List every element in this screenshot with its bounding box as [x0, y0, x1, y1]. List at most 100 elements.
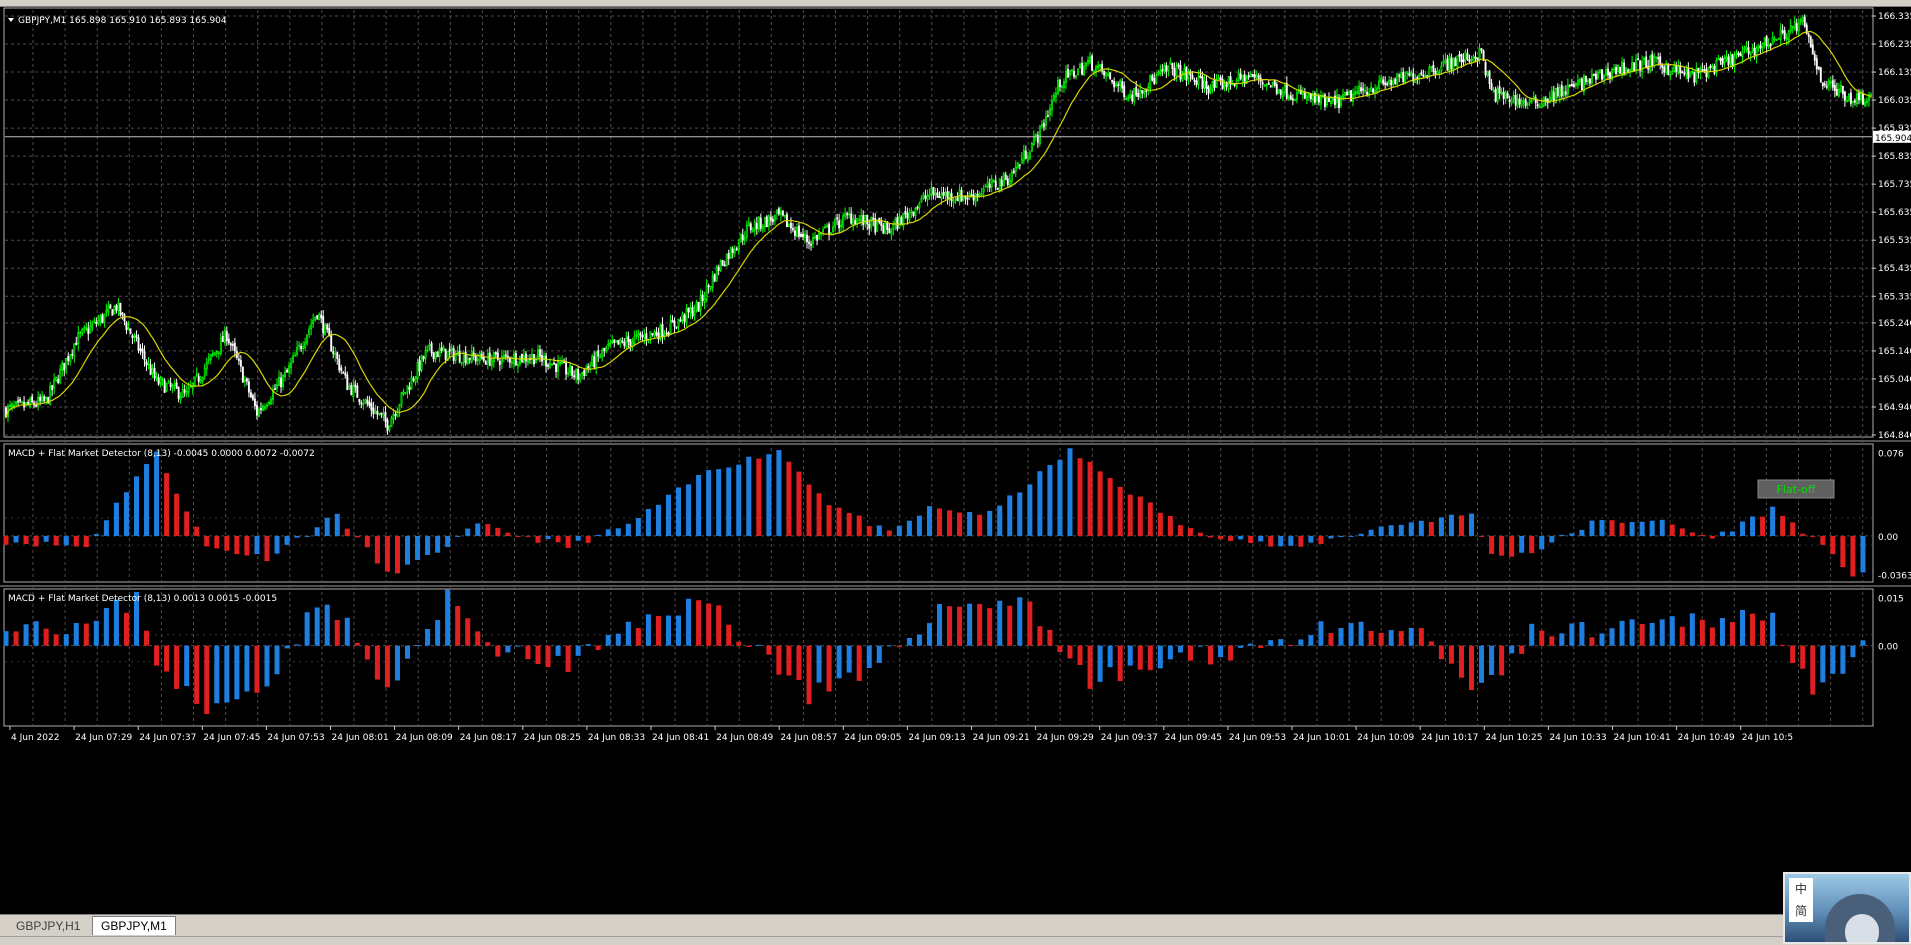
candle-body — [1404, 75, 1407, 84]
candle-body — [723, 264, 726, 267]
macd-histogram-bar — [234, 535, 240, 555]
candle-body — [1390, 79, 1393, 86]
macd-histogram-bar — [1218, 535, 1224, 540]
chart-window[interactable]: 166.335 166.235 166.135 166.035 165.935 165.8… — [0, 6, 1911, 914]
candle-body — [1689, 71, 1692, 78]
macd-histogram-bar — [1117, 486, 1123, 536]
candle-body — [575, 369, 578, 379]
macd-histogram-bar — [394, 645, 400, 681]
flat-off-button-label[interactable]: Flat-off — [1777, 483, 1816, 496]
time-axis-label: 24 Jun 08:33 — [588, 733, 645, 743]
candle-body — [1727, 56, 1730, 66]
candle-body — [1083, 66, 1085, 76]
candle-body — [912, 211, 915, 216]
candle-body — [470, 350, 473, 363]
candle-body — [775, 210, 778, 214]
candle-body — [1291, 98, 1294, 101]
candle-body — [221, 336, 224, 343]
candle-body — [1406, 71, 1409, 75]
macd-histogram-bar — [344, 617, 350, 646]
candle-body — [1715, 60, 1718, 72]
candle-body — [1334, 95, 1336, 106]
macd-histogram-bar — [1037, 471, 1043, 536]
candle-body — [1366, 91, 1369, 96]
macd-histogram-bar — [103, 520, 109, 536]
candle-body — [691, 306, 694, 317]
candle-body — [416, 362, 419, 379]
macd-histogram-bar — [826, 505, 832, 536]
candle-body — [1490, 83, 1493, 91]
candle-body — [123, 314, 126, 322]
candle-body — [1761, 43, 1764, 48]
candle-body — [225, 331, 228, 342]
macd-histogram-bar — [886, 530, 892, 536]
macd-histogram-bar — [1288, 535, 1294, 546]
candle-body — [1681, 71, 1684, 74]
chart-canvas[interactable]: 166.335 166.235 166.135 166.035 165.935 165.8… — [0, 6, 1911, 914]
candle-body — [149, 364, 152, 375]
candle-body — [1217, 77, 1220, 80]
macd-histogram-bar — [164, 473, 170, 536]
candle-body — [1504, 91, 1507, 100]
candle-body — [286, 369, 289, 373]
candle-body — [1159, 70, 1162, 74]
macd-histogram-bar — [1780, 515, 1786, 536]
macd-histogram-bar — [1569, 533, 1575, 536]
macd-histogram-bar — [1067, 645, 1073, 659]
candle-body — [1255, 74, 1258, 79]
time-axis-label: 24 Jun 09:53 — [1229, 733, 1286, 743]
macd-histogram-bar — [1840, 535, 1846, 568]
candle-body — [796, 227, 798, 237]
candle-body — [876, 219, 879, 232]
candle-body — [49, 385, 52, 405]
macd-histogram-bar — [1699, 619, 1705, 646]
candle-body — [649, 331, 652, 339]
candle-body — [1864, 102, 1866, 106]
candle-body — [1002, 173, 1005, 187]
candle-body — [1107, 73, 1110, 76]
candle-body — [278, 376, 280, 386]
flat-off-button[interactable] — [1757, 479, 1835, 499]
candle-body — [1845, 100, 1848, 103]
candle-body — [502, 354, 505, 358]
candle-body — [926, 194, 929, 201]
macd-histogram-bar — [455, 605, 461, 646]
tab-gbpjpy-m1[interactable]: GBPJPY,M1 — [92, 916, 176, 935]
macd-histogram-bar — [93, 534, 99, 536]
candle-body — [300, 345, 303, 350]
macd-histogram-bar — [676, 615, 682, 646]
macd-histogram-bar — [1770, 612, 1776, 646]
candle-body — [743, 237, 746, 240]
candle-body — [906, 213, 909, 219]
candle-body — [555, 363, 558, 372]
macd-histogram-bar — [374, 535, 380, 564]
candle-body — [1673, 64, 1676, 72]
candle-body — [910, 210, 913, 213]
macd-histogram-bar — [264, 645, 270, 687]
candle-body — [1034, 134, 1037, 137]
time-axis-label: 4 Jun 2022 — [11, 733, 59, 743]
candle-body — [605, 347, 608, 351]
candle-body — [1179, 65, 1182, 80]
ime-indicator[interactable]: 中 简 — [1789, 878, 1813, 922]
macd-histogram-bar — [1729, 531, 1735, 536]
candle-body — [1699, 67, 1702, 74]
candle-body — [356, 385, 359, 398]
candle-body — [15, 401, 17, 405]
macd-histogram-bar — [1328, 633, 1334, 646]
macd-histogram-bar — [1529, 623, 1535, 646]
macd-histogram-bar — [1268, 535, 1274, 547]
price-axis-label: 166.035 — [1878, 96, 1911, 106]
macd-histogram-bar — [1499, 535, 1505, 556]
macd-histogram-bar — [686, 598, 692, 646]
macd-histogram-bar — [1107, 645, 1113, 668]
candle-body — [306, 334, 309, 344]
moving-average-line — [5, 30, 1872, 418]
macd-histogram-bar — [1097, 471, 1103, 536]
candle-body — [1763, 37, 1766, 44]
tab-gbpjpy-h1[interactable]: GBPJPY,H1 — [16, 919, 81, 933]
candle-body — [1067, 68, 1069, 78]
candle-body — [430, 343, 433, 354]
candle-body — [980, 193, 983, 196]
candle-body — [1675, 65, 1678, 73]
